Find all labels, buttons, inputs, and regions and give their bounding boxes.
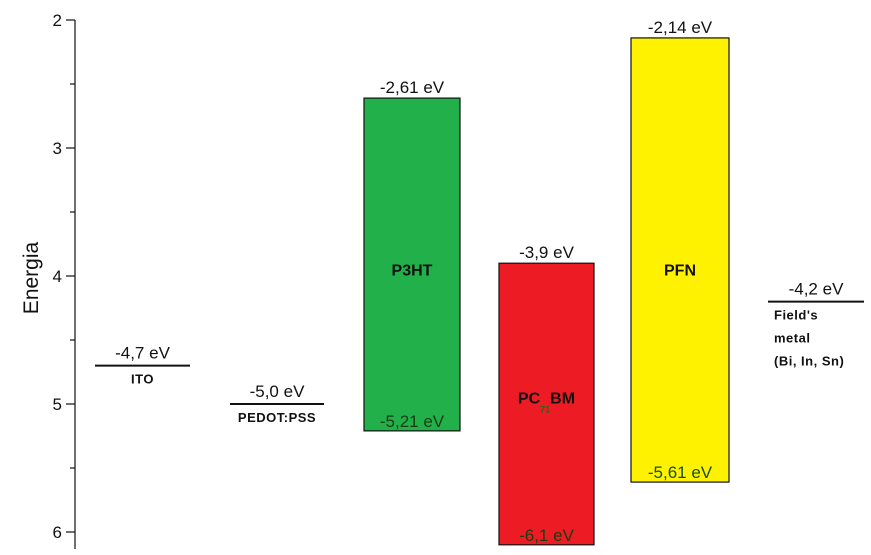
y-tick-label: 4 [53, 267, 62, 286]
level-material-label: (Bi, In, Sn) [774, 354, 844, 369]
band-bottom-label: -5,21 eV [380, 412, 445, 431]
level-material-label: ITO [131, 372, 154, 387]
y-axis-title: Energia [20, 241, 43, 314]
level-energy-label: -4,7 eV [115, 344, 170, 363]
band-rect [363, 97, 461, 432]
level-material-label: PEDOT:PSS [238, 410, 316, 425]
y-tick-label: 2 [53, 11, 62, 30]
y-axis: 2 3 4 5 6 [53, 11, 76, 549]
level-energy-label: -4,2 eV [789, 280, 844, 299]
band-name: PFN [664, 263, 696, 280]
band-name: P3HT [392, 263, 433, 280]
level-material-label: Field's [774, 308, 818, 323]
band-bottom-label: -5,61 eV [648, 463, 713, 482]
y-tick-label: 5 [53, 395, 62, 414]
level-energy-label: -5,0 eV [250, 382, 305, 401]
band-rect [630, 37, 730, 483]
band-bottom-label: -6,1 eV [519, 526, 574, 545]
band-rect [498, 262, 595, 546]
band-p3ht: -2,61 eV -5,21 eV P3HT [363, 78, 461, 432]
band-top-label: -2,14 eV [648, 18, 713, 37]
y-tick-label: 6 [53, 523, 62, 542]
level-layer: -4,7 eV ITO -5,0 eV PEDOT:PSS -4,2 eV Field's… [95, 280, 864, 425]
band-pfn: -2,14 eV -5,61 eV PFN [630, 18, 730, 483]
level-0: -4,7 eV ITO [95, 344, 190, 387]
band-top-label: -3,9 eV [519, 243, 574, 262]
band-top-label: -2,61 eV [380, 78, 445, 97]
level-material-label: metal [774, 331, 810, 346]
level-1: -5,0 eV PEDOT:PSS [230, 382, 324, 425]
y-tick-label: 3 [53, 139, 62, 158]
level-2: -4,2 eV Field's metal (Bi, In, Sn) [768, 280, 864, 369]
